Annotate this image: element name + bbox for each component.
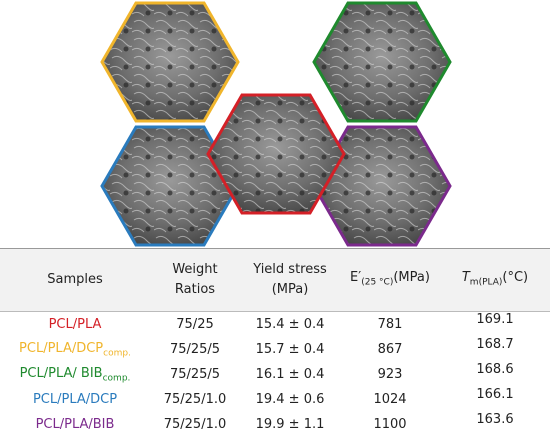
stress-cell: 16.1 ± 0.4 bbox=[255, 367, 325, 382]
sample-subscript: comp. bbox=[102, 373, 131, 384]
ratio-cell: 75/25/5 bbox=[169, 367, 221, 382]
modulus-cell: 1100 bbox=[373, 417, 407, 432]
header-cell: E′(25 °C)(MPa) bbox=[340, 248, 440, 312]
header-line: Weight bbox=[172, 262, 218, 277]
header-cell: Yield stress (MPa) bbox=[240, 248, 340, 312]
hex-green bbox=[312, 1, 452, 123]
ratio-cell: 75/25/1.0 bbox=[163, 417, 227, 432]
sample-name: PCL/PLA/ BIB bbox=[19, 365, 103, 381]
stress-cell: 19.9 ± 1.1 bbox=[255, 417, 325, 432]
tm-cell: 166.1 bbox=[476, 387, 514, 402]
hex-purple bbox=[312, 125, 452, 247]
header-cell: Weight Ratios bbox=[150, 248, 240, 312]
header-line: Ratios bbox=[174, 282, 216, 297]
tm-cell: 169.1 bbox=[476, 312, 514, 327]
properties-table: Samples Weight Ratios Yield stress (MPa) E′(2… bbox=[0, 248, 550, 437]
header-text: Samples bbox=[47, 272, 103, 287]
stress-cell: 19.4 ± 0.6 bbox=[255, 392, 325, 407]
table-row: PCL/PLA/BIB 75/25/1.0 19.9 ± 1.1 1100 163.6 bbox=[0, 412, 550, 437]
tm-cell: 168.7 bbox=[476, 337, 514, 352]
sample-name: PCL/PLA/DCP bbox=[32, 392, 118, 407]
header-subscript: m(PLA) bbox=[469, 277, 503, 288]
ratio-cell: 75/25 bbox=[176, 317, 214, 332]
header-line: Yield stress bbox=[253, 262, 327, 277]
hex-yellow bbox=[100, 1, 240, 123]
modulus-cell: 867 bbox=[377, 342, 403, 357]
sample-name: PCL/PLA/BIB bbox=[35, 417, 115, 432]
table-row: PCL/PLA/DCPcomp. 75/25/5 15.7 ± 0.4 867 168.… bbox=[0, 337, 550, 362]
table-body: PCL/PLA 75/25 15.4 ± 0.4 781 169.1 PCL/PLA/DC… bbox=[0, 312, 550, 438]
sem-images bbox=[100, 1, 452, 247]
sample-cell: PCL/PLA/BIB bbox=[0, 412, 150, 437]
table-row: PCL/PLA/DCP 75/25/1.0 19.4 ± 0.6 1024 166.1 bbox=[0, 387, 550, 412]
table-row: PCL/PLA 75/25 15.4 ± 0.4 781 169.1 bbox=[0, 312, 550, 338]
header-symbol: E′ bbox=[350, 269, 362, 285]
ratio-cell: 75/25/5 bbox=[169, 342, 221, 357]
modulus-cell: 1024 bbox=[373, 392, 407, 407]
tm-cell: 163.6 bbox=[476, 412, 514, 427]
header-symbol: T bbox=[461, 269, 470, 285]
header-unit: (MPa) bbox=[393, 269, 430, 285]
stress-cell: 15.4 ± 0.4 bbox=[255, 317, 325, 332]
sample-name: PCL/PLA bbox=[48, 317, 102, 332]
header-row: Samples Weight Ratios Yield stress (MPa) E′(2… bbox=[0, 248, 550, 312]
header-cell: Samples bbox=[0, 248, 150, 312]
sample-cell: PCL/PLA/ BIBcomp. bbox=[0, 362, 150, 387]
header-line: (MPa) bbox=[271, 282, 309, 297]
hex-blue bbox=[100, 125, 240, 247]
header-unit: (°C) bbox=[502, 269, 529, 285]
modulus-cell: 781 bbox=[377, 317, 403, 332]
tm-cell: 168.6 bbox=[476, 362, 514, 377]
header-cell: Tm(PLA)(°C) bbox=[440, 248, 550, 312]
ratio-cell: 75/25/1.0 bbox=[163, 392, 227, 407]
table-row: PCL/PLA/ BIBcomp. 75/25/5 16.1 ± 0.4 923 168… bbox=[0, 362, 550, 387]
sample-cell: PCL/PLA/DCPcomp. bbox=[0, 337, 150, 362]
sample-cell: PCL/PLA/DCP bbox=[0, 387, 150, 412]
sample-name: PCL/PLA/DCP bbox=[19, 340, 104, 356]
sample-subscript: comp. bbox=[103, 348, 131, 359]
stress-cell: 15.7 ± 0.4 bbox=[255, 342, 325, 357]
sample-cell: PCL/PLA bbox=[0, 312, 150, 338]
header-subscript: (25 °C) bbox=[361, 277, 394, 288]
modulus-cell: 923 bbox=[377, 367, 403, 382]
hex-red bbox=[206, 93, 346, 215]
